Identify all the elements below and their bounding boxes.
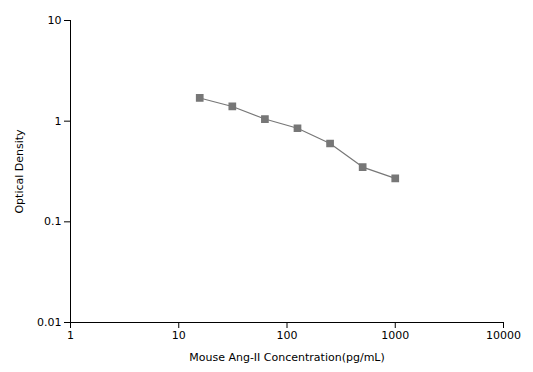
svg-text:Mouse Ang-II Concentration(pg/: Mouse Ang-II Concentration(pg/mL) — [189, 351, 385, 364]
svg-text:1: 1 — [55, 115, 62, 128]
svg-text:0.1: 0.1 — [44, 215, 62, 228]
svg-text:0.01: 0.01 — [37, 316, 62, 329]
svg-text:10000: 10000 — [486, 329, 521, 342]
svg-text:10: 10 — [172, 329, 186, 342]
svg-text:100: 100 — [277, 329, 298, 342]
svg-text:Optical Density: Optical Density — [13, 129, 26, 214]
svg-text:1000: 1000 — [381, 329, 409, 342]
svg-text:1: 1 — [67, 329, 74, 342]
svg-text:10: 10 — [48, 14, 62, 27]
